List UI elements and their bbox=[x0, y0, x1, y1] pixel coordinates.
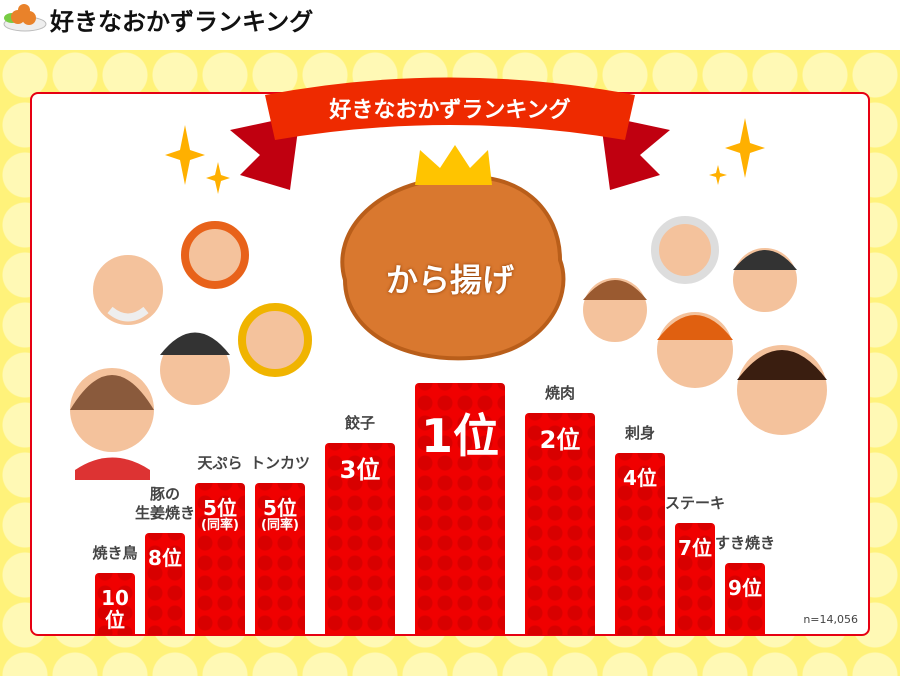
rank-label: 10位 bbox=[101, 586, 129, 632]
category-label: 刺身 bbox=[624, 424, 655, 442]
people-illustrations bbox=[70, 216, 827, 480]
bar-9: 7位 bbox=[675, 523, 715, 635]
tie-note: (同率) bbox=[201, 518, 239, 533]
category-label: 餃子 bbox=[344, 414, 375, 432]
rank-label: 9位 bbox=[728, 576, 762, 600]
rank-label: 3位 bbox=[339, 456, 381, 484]
banner-title: 好きなおかずランキング bbox=[329, 98, 571, 123]
bar-3: 5位 (同率) bbox=[195, 483, 245, 635]
category-label: 豚の 生姜焼き bbox=[134, 485, 195, 522]
category-label: ステーキ bbox=[664, 494, 725, 512]
rank-label: 2位 bbox=[539, 426, 581, 454]
bar-7: 2位 bbox=[525, 413, 595, 635]
bar-1: 10位 bbox=[95, 573, 135, 635]
karaage-illustration bbox=[340, 145, 566, 361]
category-label: トンカツ bbox=[249, 454, 310, 472]
bar-8: 4位 bbox=[615, 453, 665, 635]
rank-label: 1位 bbox=[420, 409, 499, 463]
category-label: 焼き鳥 bbox=[92, 544, 138, 562]
bar-6: 1位 bbox=[415, 383, 505, 635]
rank-label: 4位 bbox=[623, 466, 657, 490]
sparkle-icons bbox=[165, 118, 765, 194]
bar-2: 8位 bbox=[145, 533, 185, 635]
rank-label: 7位 bbox=[678, 536, 712, 560]
rank-label: 5位 bbox=[263, 496, 297, 520]
sample-size: n=14,056 bbox=[803, 613, 858, 626]
header-title: 好きなおかずランキング bbox=[50, 8, 314, 36]
crown-icon bbox=[415, 145, 492, 185]
top-item-label: から揚げ bbox=[385, 261, 514, 299]
bar-4: 5位 (同率) bbox=[255, 483, 305, 635]
tie-note: (同率) bbox=[261, 518, 299, 533]
category-label: すき焼き bbox=[714, 534, 775, 552]
bar-5: 3位 bbox=[325, 443, 395, 635]
rank-label: 8位 bbox=[148, 546, 182, 570]
category-label: 天ぷら bbox=[197, 454, 243, 472]
category-label: 焼肉 bbox=[544, 384, 575, 402]
bar-10: 9位 bbox=[725, 563, 765, 635]
karaage-plate-icon bbox=[3, 4, 47, 32]
header: 好きなおかずランキング bbox=[0, 0, 900, 50]
rank-label: 5位 bbox=[203, 496, 237, 520]
ribbon-banner bbox=[230, 77, 670, 190]
